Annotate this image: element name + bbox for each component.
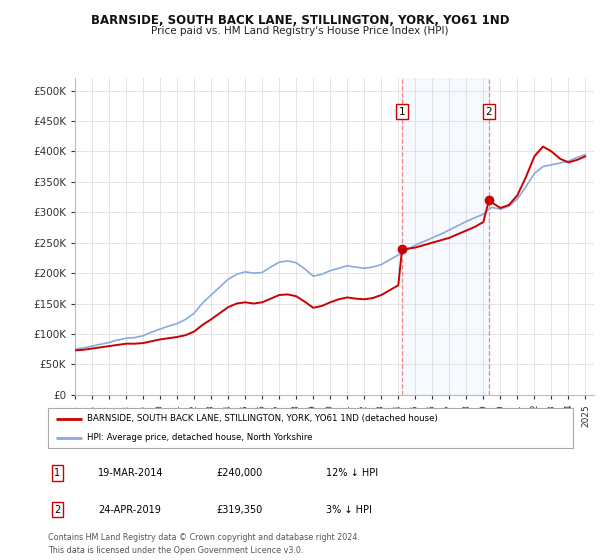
Text: 24-APR-2019: 24-APR-2019: [98, 505, 161, 515]
Text: BARNSIDE, SOUTH BACK LANE, STILLINGTON, YORK, YO61 1ND: BARNSIDE, SOUTH BACK LANE, STILLINGTON, …: [91, 14, 509, 27]
Text: 19-MAR-2014: 19-MAR-2014: [98, 468, 163, 478]
Text: Price paid vs. HM Land Registry's House Price Index (HPI): Price paid vs. HM Land Registry's House …: [151, 26, 449, 36]
Text: HPI: Average price, detached house, North Yorkshire: HPI: Average price, detached house, Nort…: [88, 433, 313, 442]
Text: £319,350: £319,350: [216, 505, 262, 515]
Text: 1: 1: [55, 468, 61, 478]
Bar: [402, 78, 489, 395]
Text: 2: 2: [55, 505, 61, 515]
Text: £240,000: £240,000: [216, 468, 262, 478]
Text: 3% ↓ HPI: 3% ↓ HPI: [326, 505, 372, 515]
Text: 2: 2: [485, 107, 492, 117]
FancyBboxPatch shape: [48, 408, 573, 448]
Text: BARNSIDE, SOUTH BACK LANE, STILLINGTON, YORK, YO61 1ND (detached house): BARNSIDE, SOUTH BACK LANE, STILLINGTON, …: [88, 414, 438, 423]
Text: Contains HM Land Registry data © Crown copyright and database right 2024.
This d: Contains HM Land Registry data © Crown c…: [48, 533, 360, 554]
Text: 12% ↓ HPI: 12% ↓ HPI: [326, 468, 379, 478]
Text: 1: 1: [399, 107, 406, 117]
